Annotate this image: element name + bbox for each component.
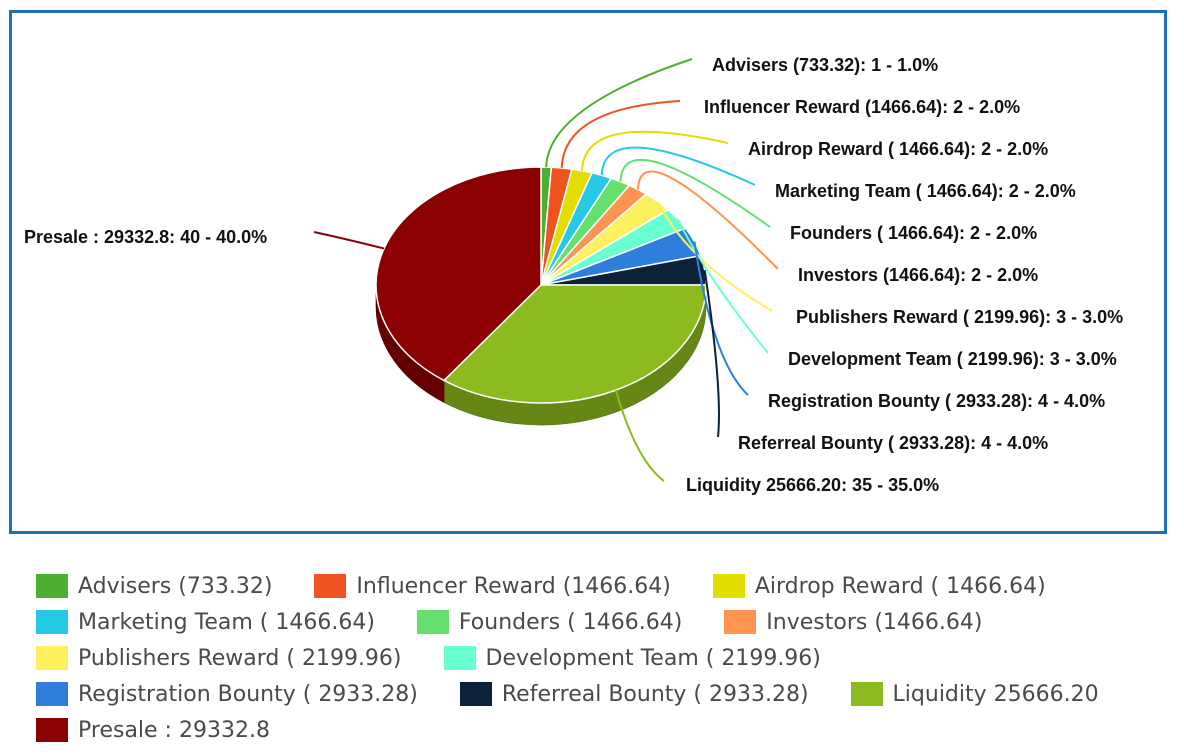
legend-label: Founders ( 1466.64) <box>458 609 683 635</box>
pie-slices <box>375 166 707 404</box>
leader-lines <box>313 58 779 482</box>
slice-presale-29332-8 <box>375 166 542 382</box>
leader-line-development-team-2199-96 <box>676 218 769 354</box>
legend-label: Registration Bounty ( 2933.28) <box>78 681 418 707</box>
legend-swatch <box>459 682 492 706</box>
legend-item-development-team-2199-96[interactable]: Development Team ( 2199.96) <box>443 640 821 676</box>
legend-item-presale-29332-8[interactable]: Presale : 29332.8 <box>36 712 270 748</box>
legend-label: Advisers (733.32) <box>78 573 273 599</box>
slice-label-referreal-bounty-2933-28: Referreal Bounty ( 2933.28): 4 - 4.0% <box>738 433 1048 453</box>
legend-swatch <box>36 574 68 598</box>
legend-swatch <box>443 646 476 670</box>
slice-label-liquidity-25666-20: Liquidity 25666.20: 35 - 35.0% <box>686 475 939 495</box>
legend-label: Liquidity 25666.20 <box>892 681 1099 707</box>
legend-label: Influencer Reward (1466.64) <box>356 573 671 599</box>
slice-label-investors-1466-64: Investors (1466.64): 2 - 2.0% <box>798 265 1038 285</box>
legend-item-registration-bounty-2933-28[interactable]: Registration Bounty ( 2933.28) <box>36 676 418 712</box>
legend-swatch <box>724 610 757 634</box>
legend-item-founders-1466-64[interactable]: Founders ( 1466.64) <box>416 604 683 640</box>
legend: Advisers (733.32) Influencer Reward (1466… <box>36 568 1176 748</box>
legend-label: Presale : 29332.8 <box>78 717 270 743</box>
leader-line-marketing-team-1466-64 <box>600 146 756 186</box>
legend-swatch <box>416 610 449 634</box>
legend-item-marketing-team-1466-64[interactable]: Marketing Team ( 1466.64) <box>36 604 375 640</box>
leader-line-influencer-reward-1466-64 <box>560 100 681 168</box>
legend-swatch <box>36 646 68 670</box>
legend-swatch <box>314 574 347 598</box>
pie-chart: Advisers (733.32): 1 - 1.0% Influencer Re… <box>24 55 1123 495</box>
legend-item-publishers-reward-2199-96[interactable]: Publishers Reward ( 2199.96) <box>36 640 402 676</box>
leader-line-referreal-bounty-2933-28 <box>703 270 720 438</box>
slice-label-founders-1466-64: Founders ( 1466.64): 2 - 2.0% <box>790 223 1037 243</box>
legend-item-referreal-bounty-2933-28[interactable]: Referreal Bounty ( 2933.28) <box>459 676 809 712</box>
slice-label-marketing-team-1466-64: Marketing Team ( 1466.64): 2 - 2.0% <box>775 181 1076 201</box>
legend-swatch <box>36 682 68 706</box>
leader-line-investors-1466-64 <box>636 170 779 270</box>
legend-label: Publishers Reward ( 2199.96) <box>78 645 402 671</box>
legend-swatch <box>36 718 68 742</box>
slice-label-development-team-2199-96: Development Team ( 2199.96): 3 - 3.0% <box>788 349 1117 369</box>
slice-label-advisers-733-32: Advisers (733.32): 1 - 1.0% <box>712 55 938 75</box>
legend-label: Marketing Team ( 1466.64) <box>78 609 375 635</box>
legend-label: Referreal Bounty ( 2933.28) <box>501 681 809 707</box>
legend-swatch <box>712 574 745 598</box>
slice-label-registration-bounty-2933-28: Registration Bounty ( 2933.28): 4 - 4.0% <box>768 391 1105 411</box>
leader-line-airdrop-reward-1466-64 <box>581 130 729 171</box>
legend-label: Investors (1466.64) <box>766 609 983 635</box>
legend-swatch <box>850 682 883 706</box>
chart-frame: Advisers (733.32): 1 - 1.0% Influencer Re… <box>9 10 1167 534</box>
leader-line-advisers-733-32 <box>545 58 693 168</box>
legend-item-influencer-reward-1466-64[interactable]: Influencer Reward (1466.64) <box>314 568 671 604</box>
legend-label: Development Team ( 2199.96) <box>485 645 821 671</box>
legend-item-investors-1466-64[interactable]: Investors (1466.64) <box>724 604 982 640</box>
slice-label-influencer-reward-1466-64: Influencer Reward (1466.64): 2 - 2.0% <box>704 97 1020 117</box>
legend-item-advisers-733-32[interactable]: Advisers (733.32) <box>36 568 272 604</box>
leader-line-liquidity-25666-20 <box>614 389 665 482</box>
slice-label-airdrop-reward-1466-64: Airdrop Reward ( 1466.64): 2 - 2.0% <box>748 139 1048 159</box>
legend-item-airdrop-reward-1466-64[interactable]: Airdrop Reward ( 1466.64) <box>712 568 1046 604</box>
leader-line-presale-29332-8 <box>313 231 385 250</box>
leader-line-registration-bounty-2933-28 <box>693 241 749 396</box>
legend-label: Airdrop Reward ( 1466.64) <box>754 573 1046 599</box>
slice-label-publishers-reward-2199-96: Publishers Reward ( 2199.96): 3 - 3.0% <box>796 307 1123 327</box>
slice-label-presale-29332-8: Presale : 29332.8: 40 - 40.0% <box>24 227 267 247</box>
legend-swatch <box>36 610 68 634</box>
leader-line-founders-1466-64 <box>619 158 771 228</box>
leader-line-publishers-reward-2199-96 <box>656 201 773 312</box>
slice-labels: Advisers (733.32): 1 - 1.0% Influencer Re… <box>24 55 1123 495</box>
legend-item-liquidity-25666-20[interactable]: Liquidity 25666.20 <box>850 676 1099 712</box>
